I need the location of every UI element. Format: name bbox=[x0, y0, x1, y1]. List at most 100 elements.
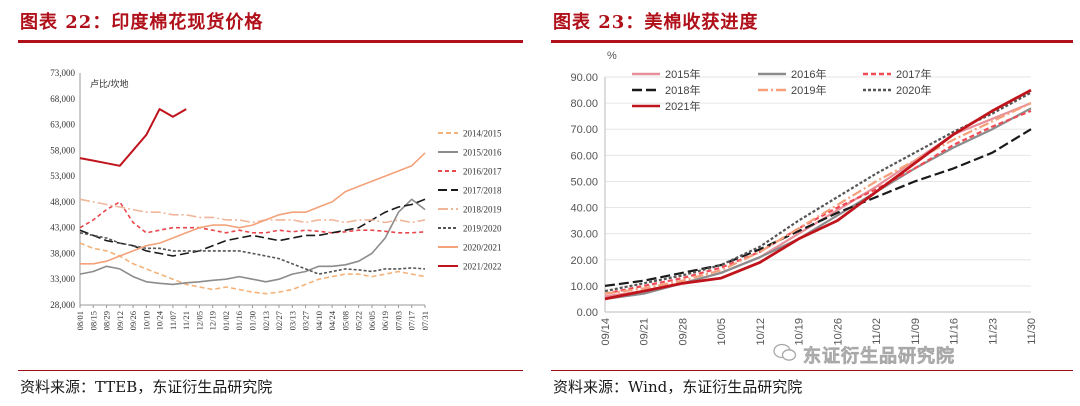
x-tick-label: 11/21 bbox=[181, 311, 191, 330]
x-tick-label: 10/12 bbox=[755, 318, 767, 346]
y-tick-label: 70.00 bbox=[570, 124, 598, 136]
legend-label: 2019/2020 bbox=[463, 224, 502, 234]
series-line-2018-2019 bbox=[79, 198, 426, 224]
figure-title: 图表 23：美棉收获进度 bbox=[553, 12, 759, 33]
series-line-2014-2015 bbox=[79, 242, 426, 295]
y-tick-label: 33,000 bbox=[50, 274, 75, 284]
source-rule bbox=[18, 370, 523, 371]
y-tick-label: 40.00 bbox=[570, 203, 598, 215]
figure-23: 图表 23：美棉收获进度 0.00 10.00 20.00 30.00 40.00 50.… bbox=[545, 0, 1080, 406]
y-tick-label: 48,000 bbox=[50, 197, 75, 207]
y-tick-label: 90.00 bbox=[570, 72, 598, 84]
source-rule bbox=[551, 370, 1073, 371]
x-tick-label: 07/17 bbox=[407, 311, 417, 330]
x-tick-label: 10/10 bbox=[141, 311, 151, 330]
legend-label: 2017/2018 bbox=[463, 186, 502, 196]
x-tick-label: 02/27 bbox=[274, 311, 284, 330]
x-tick-label: 06/05 bbox=[367, 311, 377, 330]
x-tick-label: 04/24 bbox=[327, 310, 337, 330]
x-tick-label: 10/05 bbox=[716, 318, 728, 346]
x-tick-label: 12/19 bbox=[208, 311, 218, 330]
y-tick-label: 43,000 bbox=[50, 223, 75, 233]
legend-label: 2015年 bbox=[665, 67, 700, 81]
y-axis-unit: % bbox=[607, 50, 617, 62]
x-tick-label: 05/08 bbox=[340, 311, 350, 330]
x-tick-label: 10/24 bbox=[155, 310, 165, 330]
x-tick-label: 06/19 bbox=[380, 311, 390, 330]
y-tick-label: 73,000 bbox=[50, 68, 75, 78]
x-tick-label: 11/23 bbox=[987, 318, 999, 345]
legend-label: 2021/2022 bbox=[463, 262, 502, 272]
y-tick-label: 63,000 bbox=[50, 120, 75, 130]
x-tick-label: 11/09 bbox=[910, 318, 922, 345]
series-line-2016年 bbox=[604, 107, 1032, 300]
series-line-2020年 bbox=[604, 91, 1032, 293]
series-line-2020-2021 bbox=[80, 152, 426, 265]
india-cotton-price-chart: 28,000 33,000 38,000 43,000 48,000 53,000 58,0… bbox=[50, 68, 502, 330]
us-cotton-harvest-chart: 0.00 10.00 20.00 30.00 40.00 50.00 60.00 70.00 8… bbox=[570, 50, 1038, 346]
x-tick-label: 09/28 bbox=[677, 318, 689, 346]
x-tick-label: 09/21 bbox=[639, 318, 651, 346]
title-rule bbox=[18, 40, 523, 43]
y-tick-label: 60.00 bbox=[570, 150, 598, 162]
series-line-2016-2017 bbox=[79, 201, 426, 234]
x-tick-label: 12/05 bbox=[194, 311, 204, 330]
x-tick-label: 05/22 bbox=[354, 311, 364, 330]
series-line-2018年 bbox=[604, 128, 1032, 287]
y-tick-label: 38,000 bbox=[50, 248, 75, 258]
series-line-2017年 bbox=[604, 109, 1032, 295]
series-line-2017-2018 bbox=[79, 198, 426, 257]
wechat-icon bbox=[773, 343, 797, 361]
series-line-2021年 bbox=[604, 88, 1032, 301]
y-tick-label: 30.00 bbox=[570, 229, 598, 241]
x-tick-label: 09/14 bbox=[600, 318, 612, 346]
series-line-2015-2016 bbox=[79, 198, 426, 286]
legend-label: 2015/2016 bbox=[463, 148, 502, 158]
x-tick-label: 11/07 bbox=[168, 311, 178, 330]
x-tick-label: 09/12 bbox=[115, 311, 125, 330]
x-tick-label: 01/16 bbox=[234, 311, 244, 330]
x-tick-label: 11/02 bbox=[871, 318, 883, 345]
x-tick-label: 08/15 bbox=[88, 311, 98, 330]
x-tick-label: 01/02 bbox=[221, 311, 231, 330]
x-tick-label: 03/27 bbox=[301, 311, 311, 330]
y-tick-label: 58,000 bbox=[50, 145, 75, 155]
legend-label: 2019年 bbox=[791, 83, 826, 97]
x-tick-label: 02/13 bbox=[261, 311, 271, 330]
y-tick-label: 20.00 bbox=[570, 255, 598, 267]
y-tick-label: 50.00 bbox=[570, 176, 598, 188]
x-tick-label: 10/26 bbox=[832, 318, 844, 346]
x-tick-label: 11/30 bbox=[1026, 318, 1038, 345]
x-tick-label: 10/19 bbox=[794, 318, 806, 346]
x-tick-label: 04/10 bbox=[314, 311, 324, 330]
x-tick-label: 03/13 bbox=[287, 311, 297, 330]
y-axis-unit: 卢比/坎地 bbox=[90, 78, 129, 89]
legend-label: 2020/2021 bbox=[463, 243, 502, 253]
source-note: 资料来源：TTEB，东证衍生品研究院 bbox=[20, 378, 273, 396]
figure-22: 图表 22：印度棉花现货价格 28,000 33,000 38,000 43,000 4… bbox=[18, 12, 523, 396]
watermark: 东证衍生品研究院 bbox=[803, 346, 955, 368]
x-tick-label: 08/29 bbox=[102, 311, 112, 330]
source-note: 资料来源：Wind，东证衍生品研究院 bbox=[553, 378, 803, 396]
legend-label: 2018年 bbox=[665, 83, 700, 97]
y-tick-label: 68,000 bbox=[50, 94, 75, 104]
x-tick-label: 07/31 bbox=[420, 311, 430, 330]
y-tick-label: 80.00 bbox=[570, 98, 598, 110]
legend-label: 2018/2019 bbox=[463, 205, 502, 215]
x-tick-label: 11/16 bbox=[949, 318, 961, 345]
y-tick-label: 10.00 bbox=[570, 281, 598, 293]
x-tick-label: 07/03 bbox=[393, 311, 403, 330]
series-line-2019-2020 bbox=[79, 232, 426, 275]
y-tick-label: 28,000 bbox=[50, 300, 75, 310]
legend-label: 2017年 bbox=[896, 67, 931, 81]
y-tick-label: 53,000 bbox=[50, 171, 75, 181]
series-line-2021-2022 bbox=[79, 108, 187, 167]
figure-title: 图表 22：印度棉花现货价格 bbox=[20, 12, 264, 33]
legend-label: 2021年 bbox=[665, 99, 700, 113]
y-tick-label: 0.00 bbox=[577, 307, 598, 319]
legend-label: 2016/2017 bbox=[463, 167, 502, 177]
legend-label: 2016年 bbox=[791, 67, 826, 81]
series-line-2019年 bbox=[604, 102, 1032, 295]
legend-label: 2020年 bbox=[896, 83, 931, 97]
title-rule bbox=[551, 40, 1073, 43]
